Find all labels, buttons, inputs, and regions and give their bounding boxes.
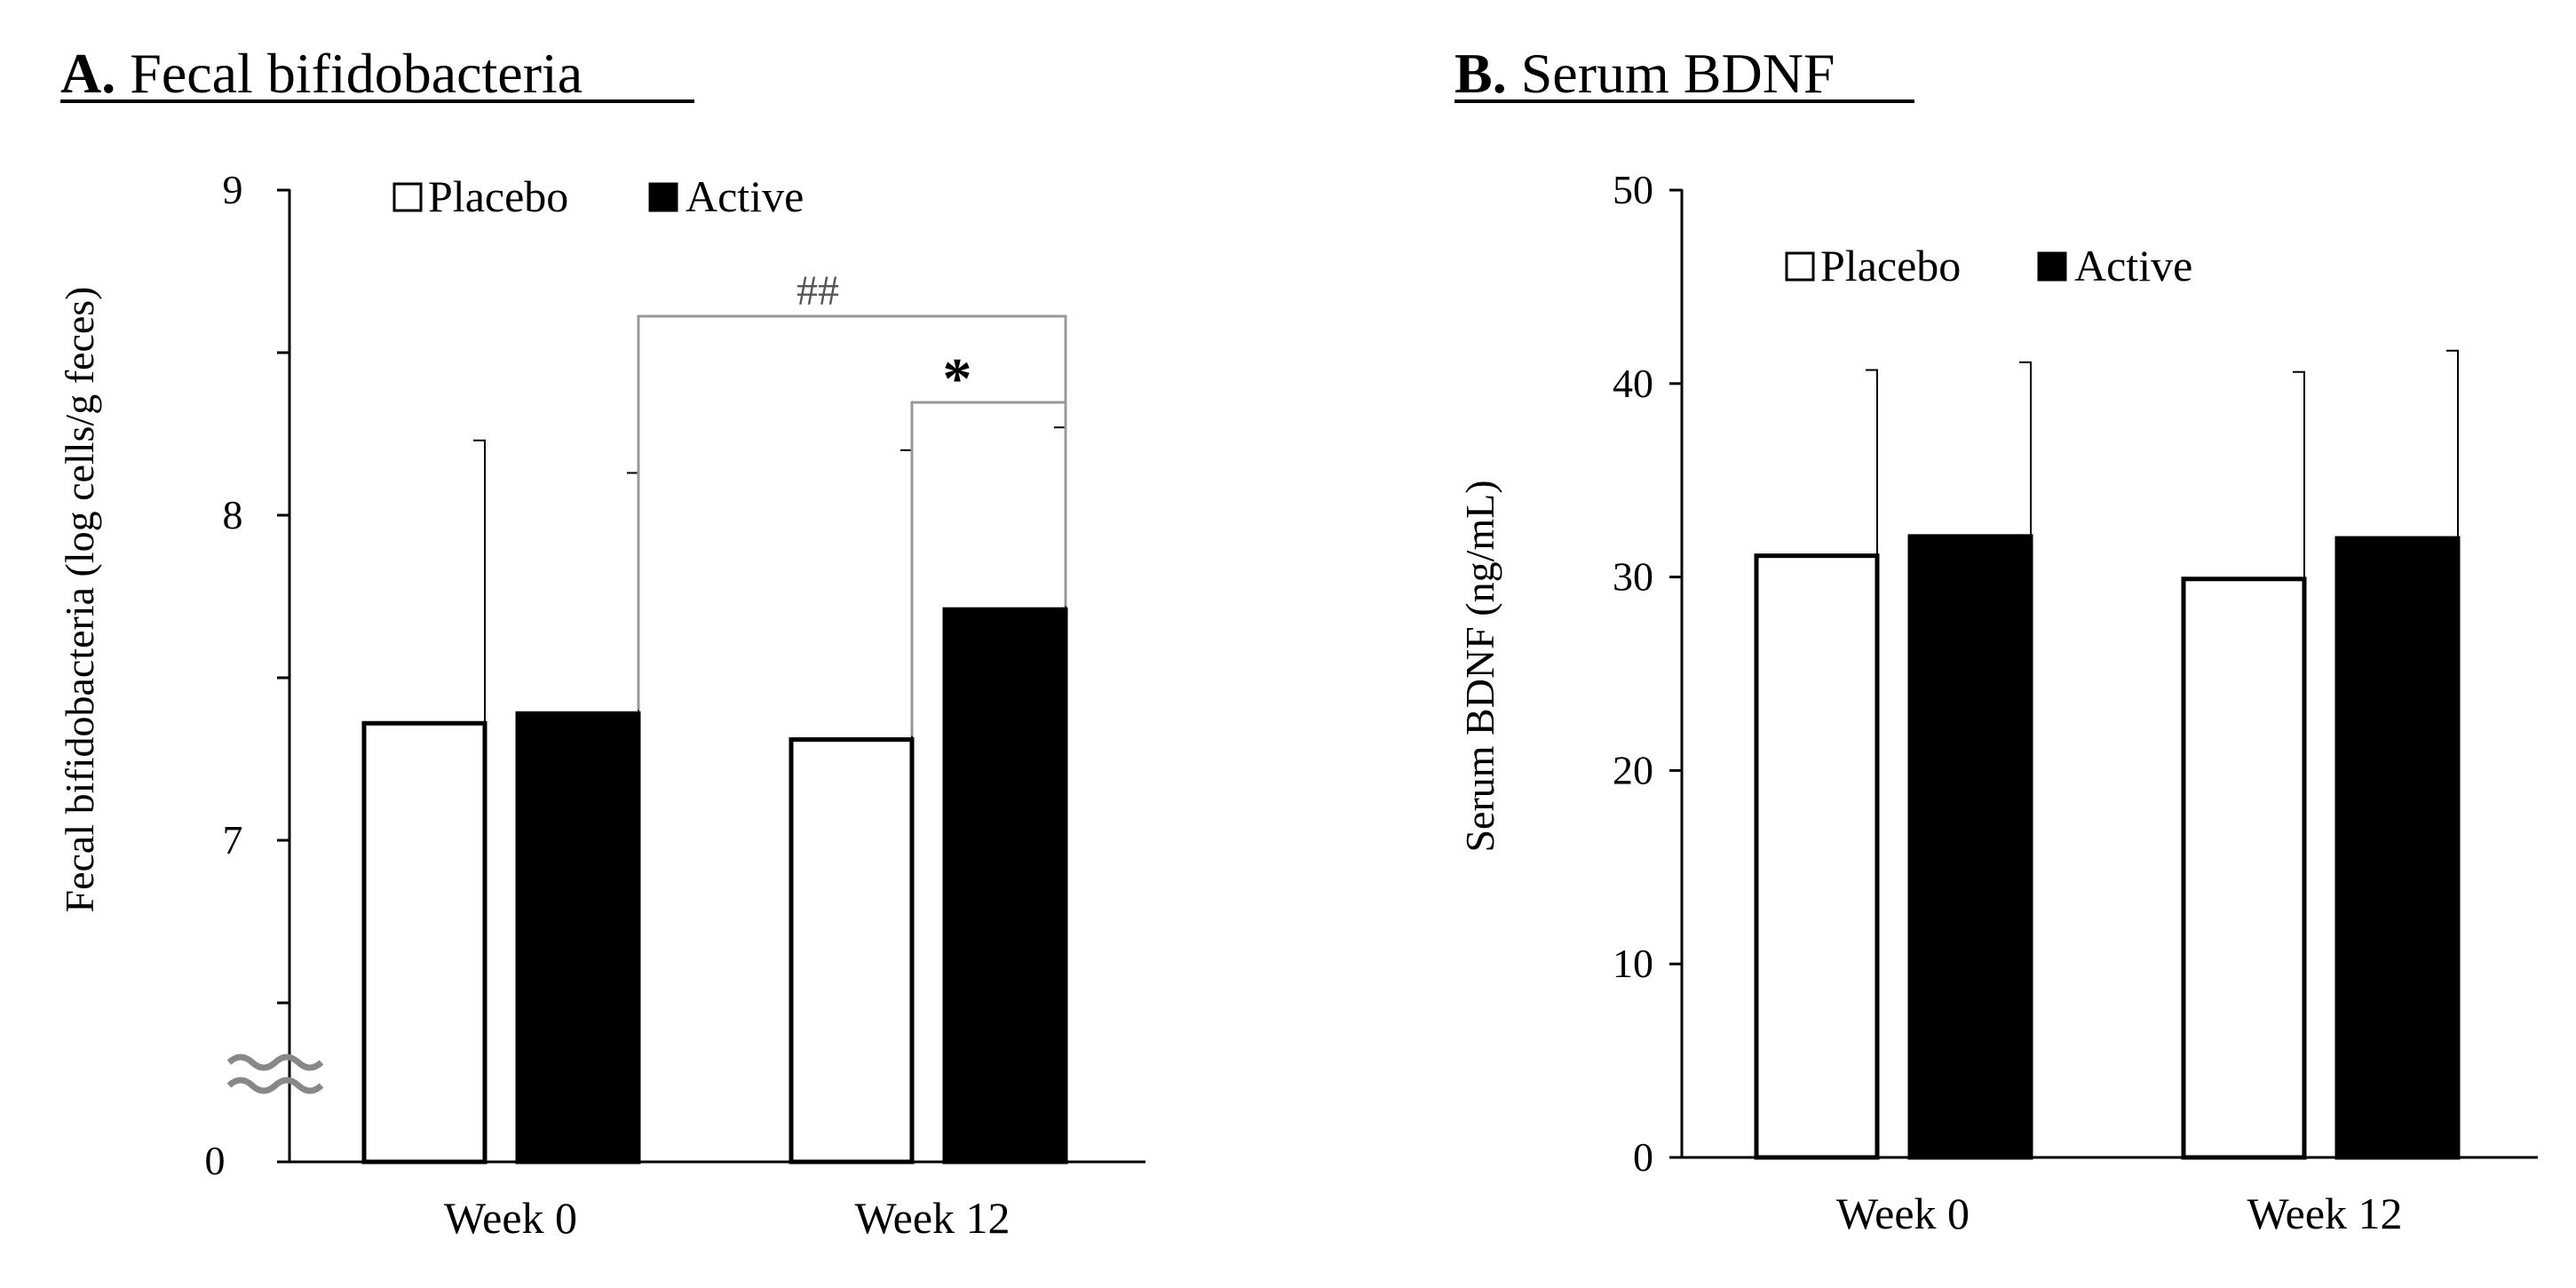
panel-a-legend-swatch-placebo xyxy=(392,182,423,212)
panel-b-bar-placebo-week12 xyxy=(2181,576,2307,1160)
panel-a-y-tick-label: 7 xyxy=(223,817,243,863)
panel-b-y-axis-label: Serum BDNF (ng/mL) xyxy=(1457,480,1502,852)
panel-a-y-axis-label: Fecal bifidobacteria (log cells/g feces) xyxy=(57,286,102,912)
panel-a-bar-active-week0 xyxy=(515,711,641,1165)
panel-a-bar-placebo-week12 xyxy=(789,737,915,1165)
panel-a-significance-bracket-hash xyxy=(637,314,1067,711)
panel-a-significance-star: * xyxy=(943,346,972,411)
panel-b-y-tick-label: 30 xyxy=(1613,554,1653,600)
panel-b-y-tick-label: 50 xyxy=(1613,167,1653,212)
panel-b-y-tick-label: 0 xyxy=(1633,1134,1653,1180)
panel-b-y-tick-label: 20 xyxy=(1613,747,1653,792)
panel-a-significance-hash: ## xyxy=(797,267,839,314)
panel-b-legend-swatch-placebo xyxy=(1785,251,1815,282)
panel-a-legend-active: Active xyxy=(686,171,804,221)
panel-a-x-tick-label: Week 0 xyxy=(444,1193,577,1243)
panel-a-bar-active-week12 xyxy=(942,607,1068,1165)
panel-b-bar-active-week0 xyxy=(1907,534,2033,1160)
panel-a-title: A. Fecal bifidobacteria xyxy=(60,42,583,105)
panel-a-y-baseline-label: 0 xyxy=(205,1138,226,1183)
panel-b: B. Serum BDNF Serum BDNF (ng/mL) 0 10 20 30… xyxy=(1454,42,2538,1238)
panel-a-axis-break-icon xyxy=(226,1053,324,1094)
panel-b-x-tick-label: Week 12 xyxy=(2247,1189,2402,1238)
panel-a-legend-placebo: Placebo xyxy=(428,171,568,221)
panel-b-legend-active: Active xyxy=(2074,241,2192,290)
panel-a-bar-placebo-week0 xyxy=(361,720,487,1165)
panel-a-x-tick-label: Week 12 xyxy=(854,1193,1010,1243)
panel-b-y-ticks: 0 10 20 30 40 50 xyxy=(1613,167,1682,1180)
panel-a-y-tick-label: 8 xyxy=(223,492,243,537)
panel-b-x-tick-label: Week 0 xyxy=(1836,1189,1970,1238)
panel-b-bar-active-week12 xyxy=(2334,536,2461,1160)
panel-a: A. Fecal bifidobacteria Fecal bifidobact… xyxy=(57,42,1145,1243)
panel-b-y-tick-label: 10 xyxy=(1613,941,1653,986)
panel-a-y-tick-label: 9 xyxy=(223,167,243,212)
panel-b-legend-placebo: Placebo xyxy=(1820,241,1961,290)
panel-a-legend-swatch-active xyxy=(648,182,678,212)
panel-b-legend-swatch-active xyxy=(2037,251,2067,282)
panel-b-title: B. Serum BDNF xyxy=(1454,42,1835,105)
panel-b-bar-placebo-week0 xyxy=(1754,553,1880,1160)
panel-b-y-tick-label: 40 xyxy=(1613,361,1653,406)
panel-a-significance-bracket-star xyxy=(910,401,1066,736)
